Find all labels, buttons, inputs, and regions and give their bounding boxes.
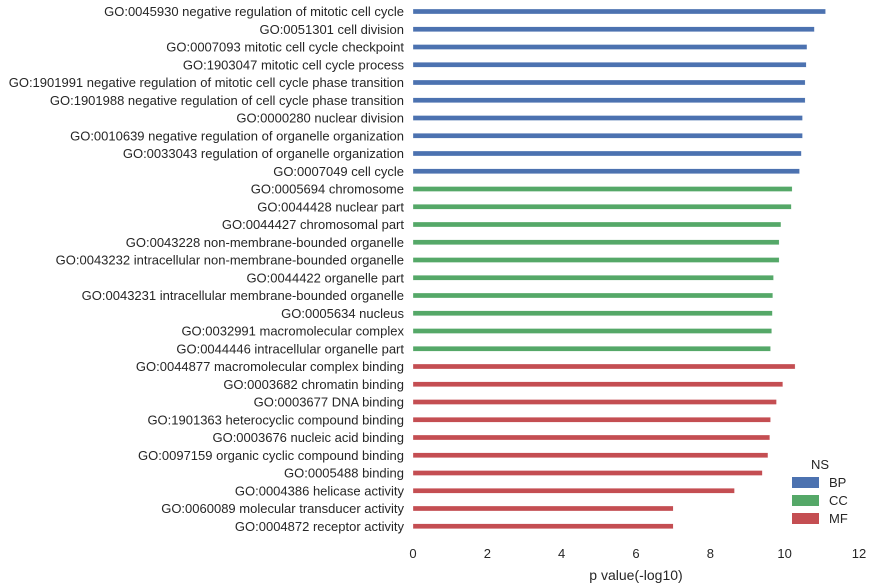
bar-mf xyxy=(412,488,735,494)
category-label: GO:0005694 chromosome xyxy=(251,182,404,197)
category-label: GO:0033043 regulation of organelle organ… xyxy=(123,146,404,161)
bar-mf xyxy=(412,452,769,458)
category-label: GO:0043228 non-membrane-bounded organell… xyxy=(126,235,404,250)
bar-bp xyxy=(412,97,806,103)
x-axis-title: p value(-log10) xyxy=(589,567,682,583)
legend-swatch-cc xyxy=(792,495,819,506)
bar-bp xyxy=(412,8,826,15)
bar-bp xyxy=(412,62,807,68)
legend-label-bp: BP xyxy=(829,475,846,490)
category-label: GO:0044422 organelle part xyxy=(246,270,404,285)
category-label: GO:0044877 macromolecular complex bindin… xyxy=(136,359,404,374)
legend-title: NS xyxy=(811,457,829,472)
x-tick-label: 10 xyxy=(777,546,791,561)
category-label: GO:0004386 helicase activity xyxy=(235,483,405,498)
category-label: GO:0003676 nucleic acid binding xyxy=(212,430,404,445)
category-label: GO:1901988 negative regulation of cell c… xyxy=(50,93,404,108)
bar-cc xyxy=(412,292,773,299)
bar-bp xyxy=(412,168,800,174)
bar-cc xyxy=(412,221,782,228)
bar-mf xyxy=(412,417,771,423)
bar-bp xyxy=(412,26,815,32)
category-label: GO:0007049 cell cycle xyxy=(273,164,404,179)
bars-group xyxy=(412,8,826,529)
bar-bp xyxy=(412,133,803,139)
category-label: GO:1901991 negative regulation of mitoti… xyxy=(9,75,404,90)
bar-mf xyxy=(412,381,783,387)
category-label: GO:0044427 chromosomal part xyxy=(222,217,404,232)
bar-cc xyxy=(412,257,780,263)
category-label: GO:0043231 intracellular membrane-bounde… xyxy=(82,288,404,303)
x-tick-label: 2 xyxy=(484,546,491,561)
legend: NS BP CC MF xyxy=(792,457,848,526)
category-label: GO:0007093 mitotic cell cycle checkpoint xyxy=(166,40,404,55)
bar-mf xyxy=(412,363,796,370)
category-label: GO:0044446 intracellular organelle part xyxy=(176,341,404,356)
category-label: GO:0003682 chromatin binding xyxy=(223,377,404,392)
bar-mf xyxy=(412,434,770,441)
bar-cc xyxy=(412,310,773,316)
category-label: GO:0000280 nuclear division xyxy=(236,111,404,126)
category-label: GO:0044428 nuclear part xyxy=(257,199,404,214)
bar-cc xyxy=(412,328,772,334)
bar-cc xyxy=(412,346,771,352)
bar-bp xyxy=(412,44,808,50)
bar-cc xyxy=(412,275,774,281)
bar-bp xyxy=(412,79,806,86)
bar-mf xyxy=(412,505,674,512)
x-tick-label: 4 xyxy=(558,546,565,561)
x-tick-label: 6 xyxy=(632,546,639,561)
category-label: GO:1903047 mitotic cell cycle process xyxy=(183,57,405,72)
legend-swatch-bp xyxy=(792,477,819,488)
category-label: GO:0043232 intracellular non-membrane-bo… xyxy=(56,253,404,268)
category-label: GO:0005488 binding xyxy=(284,466,404,481)
bar-cc xyxy=(412,186,793,192)
category-label: GO:0097159 organic cyclic compound bindi… xyxy=(138,448,404,463)
x-tick-label: 12 xyxy=(852,546,866,561)
category-label: GO:0051301 cell division xyxy=(259,22,404,37)
category-label: GO:0004872 receptor activity xyxy=(235,519,405,534)
legend-swatch-mf xyxy=(792,513,819,524)
x-tick-label: 8 xyxy=(707,546,714,561)
category-label: GO:0003677 DNA binding xyxy=(254,395,404,410)
category-label: GO:1901363 heterocyclic compound binding xyxy=(147,412,404,427)
category-label: GO:0032991 macromolecular complex xyxy=(181,324,404,339)
legend-entries: BP CC MF xyxy=(792,475,848,526)
bar-bp xyxy=(412,115,803,121)
x-ticks: 0 2 4 6 8 10 12 xyxy=(409,546,866,561)
x-tick-label: 0 xyxy=(409,546,416,561)
bar-mf xyxy=(412,470,763,476)
bar-bp xyxy=(412,150,802,157)
bar-cc xyxy=(412,239,780,245)
bar-mf xyxy=(412,523,674,529)
bar-mf xyxy=(412,399,777,405)
category-label: GO:0060089 molecular transducer activity xyxy=(161,501,404,516)
legend-label-cc: CC xyxy=(829,493,848,508)
category-label: GO:0005634 nucleus xyxy=(281,306,404,321)
category-label: GO:0045930 negative regulation of mitoti… xyxy=(104,4,404,19)
category-labels: GO:0045930 negative regulation of mitoti… xyxy=(9,4,405,534)
legend-label-mf: MF xyxy=(829,511,848,526)
bar-cc xyxy=(412,204,792,210)
category-label: GO:0010639 negative regulation of organe… xyxy=(70,128,404,143)
